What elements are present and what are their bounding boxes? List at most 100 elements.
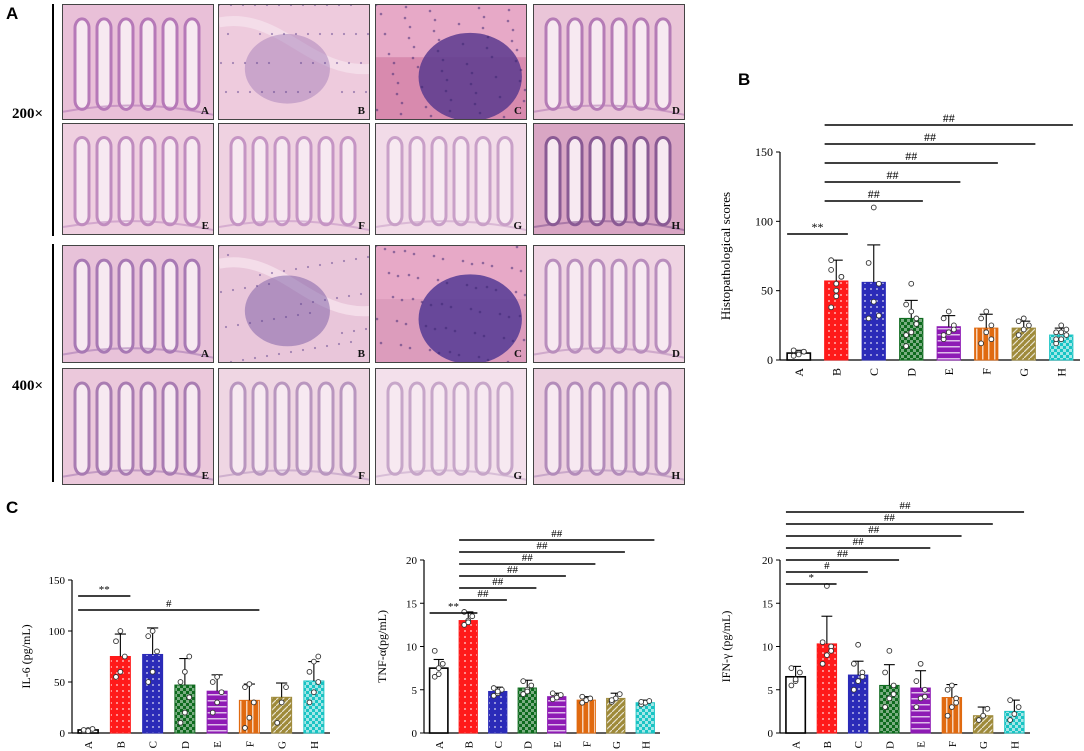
micrograph-label: D (672, 105, 680, 117)
micrograph-label: E (201, 470, 209, 482)
significance-marker: ## (837, 548, 849, 560)
tissue-texture (376, 124, 526, 234)
data-point (490, 692, 497, 699)
y-axis-label: IL-6 (pg/mL) (19, 624, 33, 688)
significance-marker: ** (812, 220, 824, 234)
data-point (819, 660, 826, 667)
significance-marker: # (166, 598, 172, 610)
significance-marker: ## (887, 168, 899, 182)
bar-f (941, 697, 963, 734)
data-point (870, 298, 877, 305)
x-tick-label: D (180, 741, 192, 749)
micrograph-label: A (201, 348, 209, 360)
data-point (953, 699, 959, 706)
data-point (908, 329, 915, 336)
data-point (949, 704, 955, 710)
data-point (851, 660, 857, 667)
data-point (792, 676, 799, 683)
x-tick-label: G (978, 741, 990, 749)
significance-marker: ## (478, 588, 490, 600)
panel-label-c: C (6, 498, 19, 517)
data-point (117, 628, 124, 634)
data-point (828, 257, 834, 264)
micrograph-label: F (358, 470, 365, 482)
data-point (186, 694, 193, 701)
data-point (1020, 326, 1027, 333)
data-point (945, 308, 952, 315)
data-point (469, 613, 476, 620)
tissue-texture (534, 5, 684, 119)
x-tick-label: A (434, 741, 446, 749)
x-tick-label: E (916, 741, 928, 748)
tissue-texture (63, 369, 213, 484)
tissue-texture (219, 246, 369, 362)
micrograph-row2-e: E (62, 123, 214, 235)
data-point (528, 682, 535, 689)
significance-marker: ## (507, 564, 519, 576)
y-tick-label: 50 (761, 284, 773, 298)
significance-marker: # (824, 560, 830, 572)
magnification-200x: 200× (12, 106, 44, 122)
tissue-texture (534, 369, 684, 484)
data-point (790, 352, 797, 359)
y-tick-label: 20 (406, 555, 418, 567)
data-point (870, 204, 877, 211)
micrograph-label: B (357, 105, 365, 117)
data-point (182, 668, 188, 675)
data-point (638, 699, 645, 705)
data-point (913, 315, 920, 322)
data-point (949, 682, 955, 689)
bar-c (861, 281, 886, 361)
x-tick-label: D (522, 741, 534, 749)
micrograph-row1-d: D (533, 4, 685, 120)
x-tick-label: H (309, 741, 321, 749)
data-point (579, 693, 586, 700)
micrograph-row2-g: G (375, 123, 527, 235)
significance-marker: ## (943, 111, 955, 125)
micrograph-row4-g: G (375, 368, 527, 485)
bar-c (142, 653, 164, 734)
x-tick-label: C (493, 741, 505, 748)
data-point (940, 332, 947, 338)
x-tick-label: A (791, 741, 803, 749)
data-point (242, 725, 248, 731)
x-tick-label: F (979, 368, 993, 375)
micrograph-label: H (671, 220, 680, 232)
x-tick-label: A (792, 368, 806, 377)
data-point (465, 619, 472, 626)
data-point (795, 351, 802, 358)
data-point (903, 343, 909, 349)
data-point (890, 682, 897, 689)
data-point (865, 315, 872, 322)
significance-marker: ## (905, 149, 917, 163)
data-point (828, 267, 834, 273)
bar-e (547, 696, 567, 734)
significance-marker: ## (853, 536, 865, 548)
data-point (945, 329, 952, 336)
data-point (89, 726, 96, 732)
tissue-texture (219, 369, 369, 484)
data-point (520, 678, 527, 684)
data-point (855, 678, 861, 684)
x-tick-label: A (83, 741, 95, 749)
data-point (978, 340, 984, 347)
significance-marker: ## (868, 187, 880, 201)
data-point (494, 688, 501, 695)
data-point (431, 647, 438, 654)
data-point (149, 628, 156, 634)
micrograph-row4-f: F (218, 368, 370, 485)
histopathology-score-chart: 0 50 100 150 Histopathological scores A B C D E F G… (718, 111, 1080, 377)
bar-d (174, 684, 196, 734)
data-point (851, 686, 857, 693)
data-point (1015, 704, 1022, 710)
x-tick-label: G (611, 741, 623, 749)
bar-h (303, 680, 325, 734)
data-point (1015, 318, 1022, 325)
data-point (1058, 329, 1065, 336)
micrograph-row3-a: A (62, 245, 214, 363)
data-point (117, 668, 124, 675)
x-tick-label: H (1054, 368, 1068, 377)
y-tick-label: 0 (60, 728, 66, 740)
data-point (788, 665, 795, 671)
